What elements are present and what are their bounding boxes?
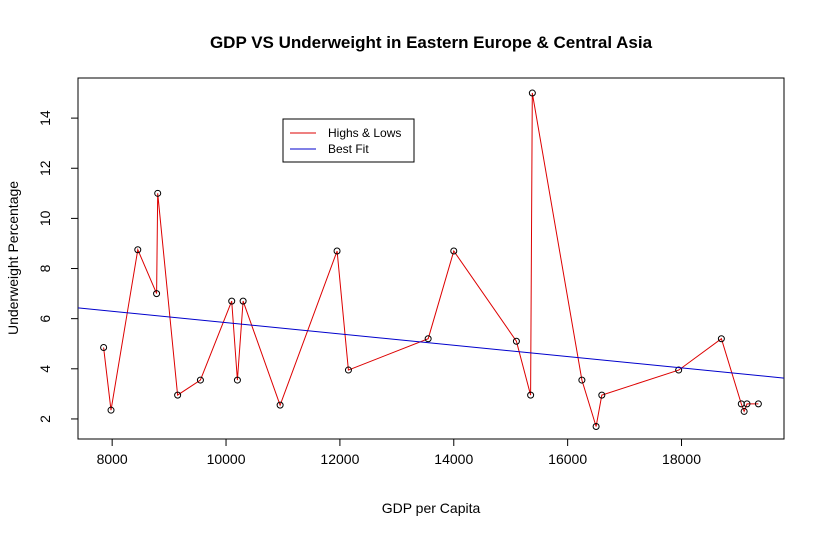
y-tick-label: 6 [37, 315, 53, 323]
y-tick-label: 4 [37, 365, 53, 373]
chart-title: GDP VS Underweight in Eastern Europe & C… [210, 33, 653, 52]
series-line-highs-lows [103, 92, 759, 427]
y-tick-label: 10 [37, 210, 53, 226]
series-layer [78, 89, 784, 430]
legend: Highs & Lows Best Fit [282, 118, 415, 163]
legend-label-highs-lows: Highs & Lows [328, 126, 401, 140]
x-tick-label: 18000 [662, 451, 701, 467]
y-tick-label: 14 [37, 110, 53, 126]
data-point [512, 337, 520, 345]
x-tick-label: 12000 [320, 451, 359, 467]
data-point [743, 400, 751, 408]
plot-frame [77, 77, 785, 440]
data-point [424, 335, 432, 343]
data-point [100, 343, 108, 351]
series-line-best-fit [78, 307, 784, 379]
data-point [675, 366, 683, 374]
data-point [174, 391, 182, 399]
data-point [754, 400, 762, 408]
x-axis-label: GDP per Capita [382, 500, 481, 516]
x-tick-label: 10000 [207, 451, 246, 467]
data-point [528, 89, 536, 97]
data-point [578, 376, 586, 384]
data-point [239, 297, 247, 305]
data-point [598, 391, 606, 399]
legend-box [282, 118, 415, 163]
data-point [527, 391, 535, 399]
y-axis: 2 4 6 8 10 12 14 [37, 110, 79, 423]
data-point [233, 376, 241, 384]
data-point [153, 290, 161, 298]
x-tick-label: 14000 [434, 451, 473, 467]
y-tick-label: 8 [37, 264, 53, 272]
data-point [196, 376, 204, 384]
x-axis: 8000 10000 12000 14000 16000 18000 [97, 438, 701, 467]
y-tick-label: 2 [37, 415, 53, 423]
data-point [740, 407, 748, 415]
y-tick-label: 12 [37, 160, 53, 176]
data-point [592, 422, 600, 430]
data-point [228, 297, 236, 305]
data-point [276, 401, 284, 409]
data-point [344, 366, 352, 374]
data-point [333, 247, 341, 255]
legend-label-best-fit: Best Fit [328, 142, 369, 156]
data-point [134, 246, 142, 254]
y-axis-label: Underweight Percentage [5, 181, 21, 335]
data-point [450, 247, 458, 255]
x-tick-label: 16000 [548, 451, 587, 467]
data-point [717, 335, 725, 343]
x-tick-label: 8000 [97, 451, 128, 467]
data-point [154, 189, 162, 197]
data-point [107, 406, 115, 414]
